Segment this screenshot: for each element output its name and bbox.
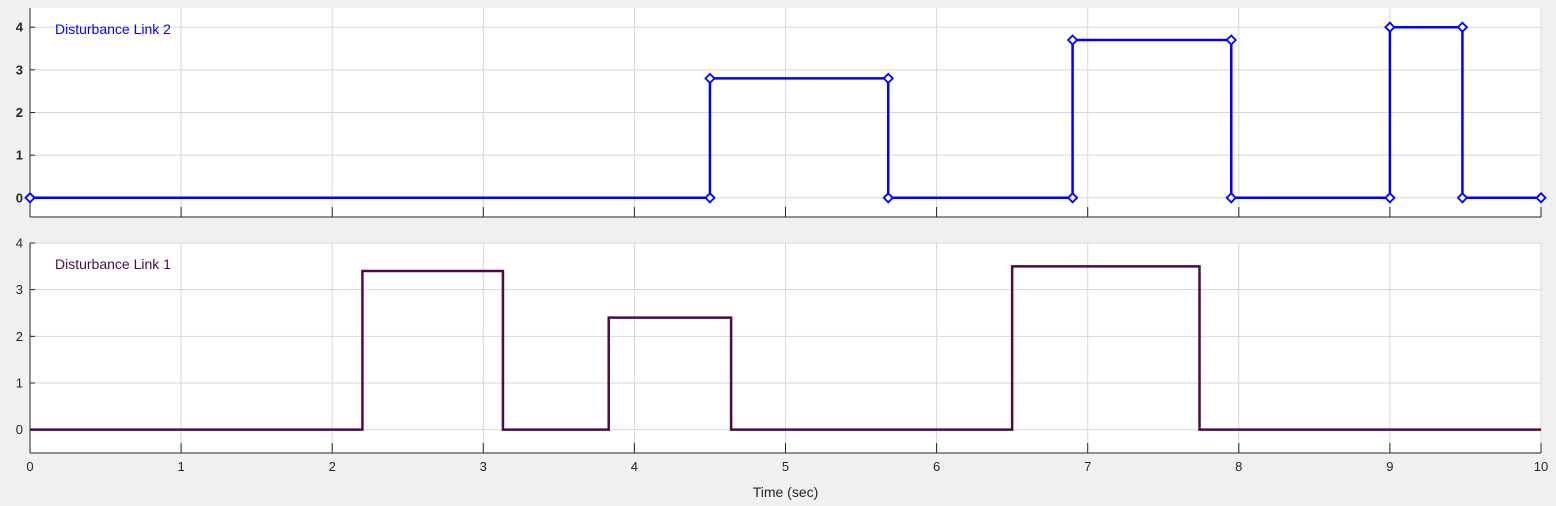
data-point-marker xyxy=(1384,21,1396,33)
data-point-marker xyxy=(1384,192,1396,204)
panel-disturbance-link-1: 0 1 2 3 4 0 1 2 3 4 5 6 7 8 9 10 Disturbance Link 1 Time … xyxy=(16,236,1548,501)
data-point-marker xyxy=(882,192,895,204)
y-tick-label: 2 xyxy=(16,105,23,120)
y-tick-label: 4 xyxy=(16,236,23,251)
series-line xyxy=(30,265,1541,431)
y-tick-label: 4 xyxy=(16,20,24,35)
y-tick-label: 2 xyxy=(16,329,23,344)
x-tick-label: 0 xyxy=(26,459,33,474)
data-point-marker xyxy=(1225,192,1238,204)
x-tick-label: 4 xyxy=(631,459,638,474)
data-point-marker xyxy=(24,192,36,204)
y-tick-label: 0 xyxy=(16,190,23,205)
data-point-marker xyxy=(1066,34,1079,46)
x-tick-label: 3 xyxy=(480,459,487,474)
legend-entry: Disturbance Link 2 xyxy=(55,21,171,37)
y-tick-label: 0 xyxy=(16,422,23,437)
x-tick-label: 7 xyxy=(1084,459,1091,474)
data-point-marker xyxy=(882,72,895,85)
x-tick-label: 1 xyxy=(177,459,184,474)
x-tick-label: 9 xyxy=(1386,459,1393,474)
x-tick-label: 10 xyxy=(1534,459,1548,474)
y-tick-label: 1 xyxy=(16,376,23,391)
data-point-marker xyxy=(1535,192,1547,204)
x-tick-label: 5 xyxy=(782,459,789,474)
data-point-marker xyxy=(1456,192,1469,204)
data-point-marker xyxy=(1225,34,1238,46)
x-axis-label: Time (sec) xyxy=(753,484,819,500)
panel-disturbance-link-2: 0 1 2 3 4 Disturbance Link 2 xyxy=(16,8,1547,218)
x-tick-label: 2 xyxy=(329,459,336,474)
y-tick-label: 3 xyxy=(16,62,23,77)
y-tick-label: 1 xyxy=(16,148,23,163)
data-point-marker xyxy=(1066,192,1079,204)
series-line xyxy=(30,25,1541,200)
data-point-marker xyxy=(704,72,716,85)
x-tick-label: 8 xyxy=(1235,459,1242,474)
legend-entry: Disturbance Link 1 xyxy=(55,256,171,272)
data-point-marker xyxy=(704,192,716,204)
x-tick-label: 6 xyxy=(933,459,940,474)
data-point-marker xyxy=(1456,21,1469,33)
y-tick-label: 3 xyxy=(16,282,23,297)
